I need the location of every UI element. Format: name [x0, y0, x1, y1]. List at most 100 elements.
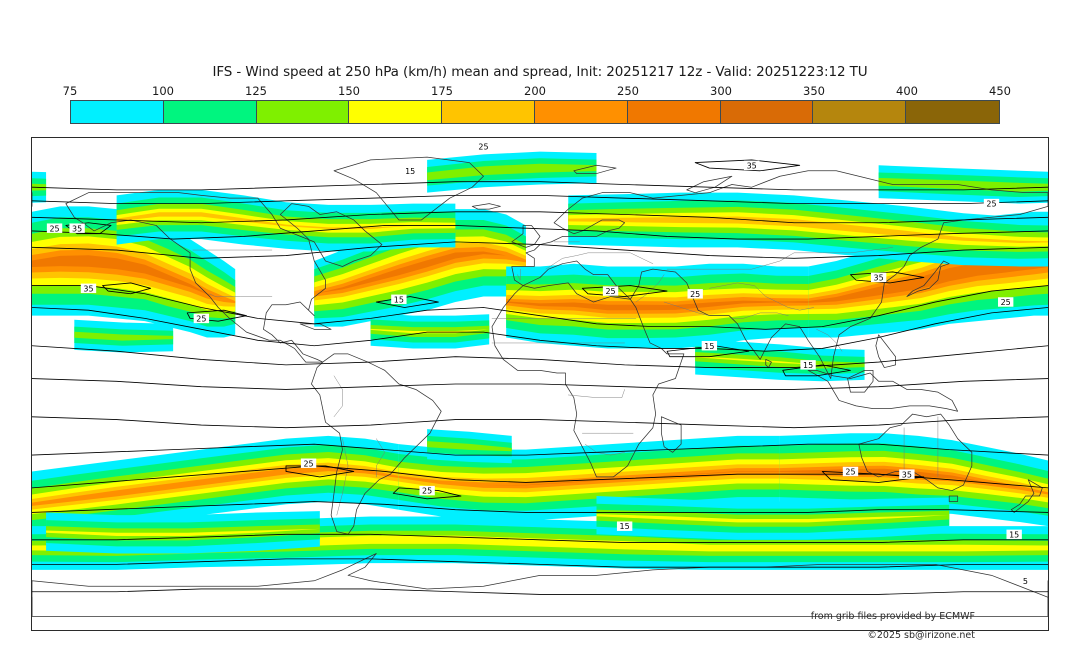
colorbar-tick-175: 175 — [431, 84, 453, 98]
contour-label-bg-2 — [402, 166, 418, 176]
jet-naf-jet — [506, 263, 809, 349]
spread-contour-3 — [32, 225, 1048, 240]
jet-naf-jet-level-6 — [506, 300, 809, 311]
chart-title: IFS - Wind speed at 250 hPa (km/h) mean … — [212, 64, 868, 80]
contour-label-25: 25 — [690, 290, 700, 299]
jet-na-jet — [314, 209, 526, 327]
colorbar-swatch-75-100 — [71, 101, 164, 123]
colorbar-tick-75: 75 — [62, 84, 78, 98]
colorbar-tick-350: 350 — [803, 84, 825, 98]
colorbar-legend: 75 100 125 150 175 200 250 300 350 400 450 — [63, 84, 1011, 128]
contour-label-35: 35 — [902, 470, 912, 479]
jet-na-polar-branch-level-4 — [116, 212, 456, 230]
colorbar-tick-450: 450 — [989, 84, 1011, 98]
contour-label-bg-13 — [701, 340, 718, 351]
contour-label-bg-1 — [69, 223, 85, 233]
coastline-9 — [1010, 479, 1043, 513]
colorbar-tick-100: 100 — [152, 84, 174, 98]
spread-contour-5 — [32, 285, 1048, 330]
coastline-1 — [333, 156, 484, 221]
contour-label-25: 25 — [605, 287, 615, 296]
colorbar-tick-200: 200 — [524, 84, 546, 98]
coastline-0 — [65, 192, 383, 363]
coastline-13 — [847, 369, 874, 393]
colorbar-swatch-150-175 — [349, 101, 443, 123]
coastline-8 — [948, 495, 959, 502]
jet-na-polar-branch — [116, 189, 456, 252]
contour-label-bg-15 — [300, 458, 317, 468]
jet-eq-indian-level-2 — [695, 352, 865, 369]
spread-contour-0 — [32, 181, 1048, 191]
colorbar-swatch-400-450 — [906, 101, 999, 123]
coastline-14 — [32, 553, 1048, 617]
colorbar-tick-125: 125 — [245, 84, 267, 98]
jet-eurasia-polar-jet-level-4 — [568, 216, 1048, 243]
spread-contour-23 — [285, 465, 355, 478]
jet-sa-si-jet-level-6 — [398, 471, 780, 486]
contour-label-bg-12 — [997, 297, 1014, 307]
contour-label-bg-10 — [687, 289, 703, 299]
jet-arctic-patch-atl-level-2 — [427, 163, 597, 181]
jet-np-jet-east — [32, 206, 236, 338]
contour-label-bg-17 — [842, 466, 859, 477]
colorbar-tick-labels: 75 100 125 150 175 200 250 300 350 400 450 — [63, 84, 1011, 100]
spread-contour-20 — [186, 309, 247, 322]
spread-contour-6 — [32, 307, 1048, 352]
border-0 — [209, 293, 273, 297]
contour-label-35: 35 — [83, 284, 93, 293]
spread-contour-19 — [850, 271, 925, 284]
spread-contour-14 — [32, 558, 1048, 568]
contour-label-bg-21 — [1020, 576, 1031, 586]
spread-contour-15 — [32, 588, 1048, 595]
contour-label-bg-14 — [800, 360, 816, 370]
spread-contour-13 — [32, 533, 1048, 543]
contour-label-15: 15 — [803, 361, 813, 370]
contour-label-bg-18 — [899, 469, 915, 479]
contour-label-25: 25 — [422, 487, 432, 496]
border-10 — [709, 282, 814, 311]
coastline-12 — [875, 334, 896, 368]
jet-np-weak-20n — [74, 319, 174, 353]
contour-label-bg-19 — [616, 521, 633, 531]
spread-contour-1 — [32, 194, 1048, 205]
contour-label-25: 25 — [303, 459, 313, 468]
contour-label-25: 25 — [845, 468, 855, 477]
jet-atl-sub-weak-level-2 — [370, 324, 490, 337]
jet-sp-secondary-level-3 — [46, 528, 320, 536]
colorbar-tick-250: 250 — [617, 84, 639, 98]
contour-label-bg-4 — [743, 160, 760, 171]
spread-contour-8 — [32, 378, 1048, 390]
spread-contour-21 — [581, 285, 668, 297]
jet-sp-jet-level-4 — [32, 462, 399, 510]
colorbar-swatch-200-250 — [534, 101, 628, 123]
spread-contour-9 — [32, 416, 1048, 429]
border-8 — [545, 252, 654, 270]
spread-contour-18 — [694, 159, 801, 172]
coastline-18 — [573, 164, 617, 174]
contour-label-15: 15 — [704, 342, 714, 351]
spread-contour-12 — [32, 501, 1048, 513]
contour-label-15: 15 — [620, 522, 630, 531]
border-9 — [666, 247, 894, 270]
border-3 — [376, 438, 386, 478]
contour-label-15: 15 — [1009, 530, 1019, 539]
contour-label-bg-3 — [475, 141, 492, 151]
jet-si-secondary-level-2 — [596, 509, 950, 527]
colorbar-swatch-250-300 — [627, 101, 721, 123]
border-18 — [333, 375, 343, 417]
border-20 — [517, 268, 521, 281]
contour-label-bg-16 — [419, 485, 435, 496]
colorbar-swatch-300-350 — [720, 101, 814, 123]
colorbar-tick-150: 150 — [338, 84, 360, 98]
jet-si-secondary-level-3 — [596, 514, 950, 523]
colorbar-swatch-175-200 — [442, 101, 535, 123]
jet-sa-weak-level-2 — [427, 441, 512, 452]
data-source-credit: from grib files provided by ECMWF — [810, 611, 975, 622]
jet-si-secondary — [596, 496, 950, 540]
spread-contour-2 — [32, 211, 1048, 224]
border-14 — [663, 301, 710, 316]
jet-sa-si-jet-level-5 — [398, 468, 780, 489]
jet-na-jet-level-5 — [314, 247, 526, 297]
contour-label-25: 25 — [49, 224, 59, 233]
